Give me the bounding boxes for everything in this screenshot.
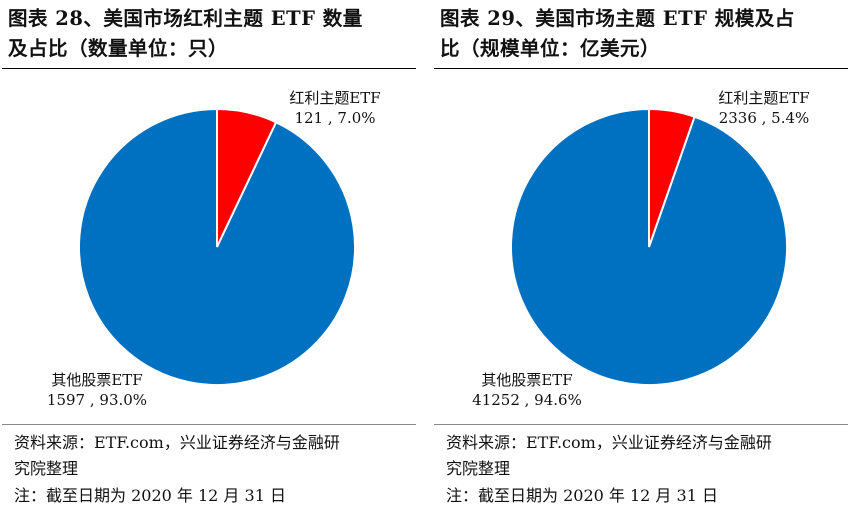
source-line2: 究院整理 <box>446 459 511 478</box>
source-text: 资料来源：ETF.com，兴业证券经济与金融研 究院整理 <box>446 430 846 482</box>
slice-label-value: 2336 , 5.4% <box>718 109 810 127</box>
slice-label-value: 121 , 7.0% <box>294 109 376 127</box>
source-line1: 资料来源：ETF.com，兴业证券经济与金融研 <box>446 433 772 452</box>
source-divider <box>434 424 848 425</box>
slice-label-name: 其他股票ETF <box>481 371 573 389</box>
note-text: 注：截至日期为 2020 年 12 月 31 日 <box>14 486 286 505</box>
slice-label-highlight: 红利主题ETF 121 , 7.0% <box>270 88 400 128</box>
pie-chart <box>510 107 788 386</box>
pie-slice-other <box>510 107 788 386</box>
source-divider <box>2 424 416 425</box>
slice-label-name: 红利主题ETF <box>289 89 381 107</box>
pie-chart <box>78 107 356 386</box>
slice-label-value: 1597 , 93.0% <box>46 391 148 409</box>
title-divider <box>2 68 416 69</box>
chart-title-line1: 图表 28、美国市场红利主题 ETF 数量 <box>8 7 363 30</box>
source-line2: 究院整理 <box>14 459 79 478</box>
chart-title-line2: 及占比（数量单位：只） <box>8 37 229 60</box>
slice-label-name: 红利主题ETF <box>718 89 810 107</box>
chart-panel-28: 图表 28、美国市场红利主题 ETF 数量 及占比（数量单位：只） 红利主题ET… <box>0 0 420 513</box>
slice-label-highlight: 红利主题ETF 2336 , 5.4% <box>694 88 834 128</box>
chart-panel-29: 图表 29、美国市场主题 ETF 规模及占 比（规模单位：亿美元） 红利主题ET… <box>432 0 852 513</box>
title-divider <box>434 68 848 69</box>
source-line1: 资料来源：ETF.com，兴业证券经济与金融研 <box>14 433 340 452</box>
slice-label-other: 其他股票ETF 1597 , 93.0% <box>22 370 172 410</box>
slice-label-value: 41252 , 94.6% <box>472 391 582 409</box>
chart-title-line2: 比（规模单位：亿美元） <box>440 37 661 60</box>
chart-title: 图表 28、美国市场红利主题 ETF 数量 及占比（数量单位：只） <box>8 4 418 64</box>
note-text: 注：截至日期为 2020 年 12 月 31 日 <box>446 486 718 505</box>
pie-slice-other <box>78 107 356 386</box>
chart-title-line1: 图表 29、美国市场主题 ETF 规模及占 <box>440 7 795 30</box>
source-text: 资料来源：ETF.com，兴业证券经济与金融研 究院整理 <box>14 430 414 482</box>
chart-title: 图表 29、美国市场主题 ETF 规模及占 比（规模单位：亿美元） <box>440 4 850 64</box>
slice-label-name: 其他股票ETF <box>51 371 143 389</box>
slice-label-other: 其他股票ETF 41252 , 94.6% <box>452 370 602 410</box>
